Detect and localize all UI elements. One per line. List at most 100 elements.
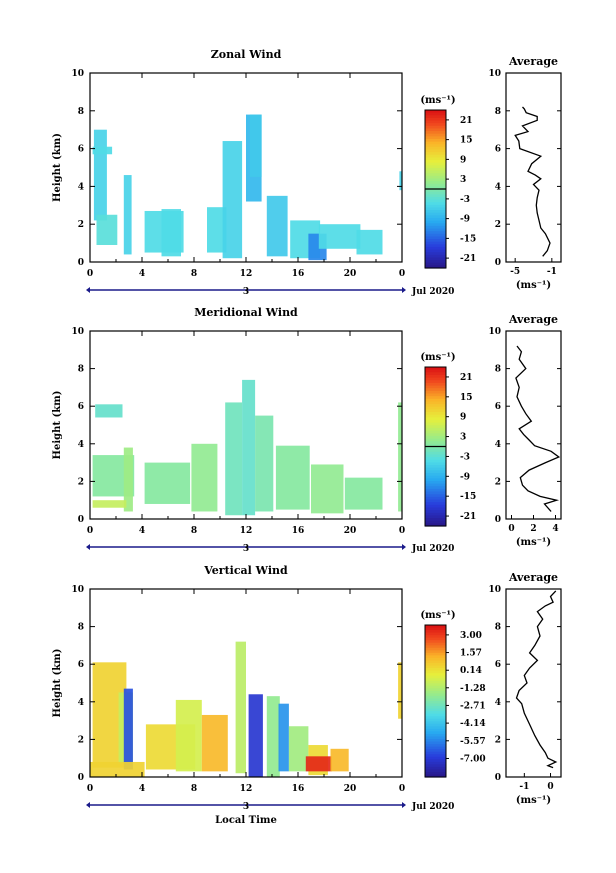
colorbar-segment	[425, 374, 446, 379]
colorbar-segment	[425, 390, 446, 395]
colorbar-segment	[425, 713, 446, 717]
day-line-start	[86, 544, 90, 550]
day-marker: 3	[243, 802, 249, 812]
colorbar-segment	[425, 217, 446, 222]
colorbar-segment	[425, 175, 446, 180]
x-tick-label: 12	[240, 526, 253, 536]
colorbar-segment	[425, 120, 446, 124]
colorbar-segment	[425, 117, 446, 122]
colorbar-tick-label: 1.57	[460, 649, 482, 659]
average-y-tick-label: 0	[495, 258, 501, 268]
colorbar-segment	[425, 473, 446, 477]
colorbar-segment	[425, 215, 446, 219]
day-line-end	[402, 544, 406, 550]
colorbar-segment	[425, 414, 446, 418]
colorbar-tick-label: -3	[460, 195, 470, 205]
colorbar-segment	[425, 420, 446, 424]
colorbar-segment	[425, 128, 446, 132]
average-profile-line	[515, 345, 561, 512]
colorbar-segment	[425, 412, 446, 416]
heatmap-cell	[144, 462, 191, 504]
panel-title: Vertical Wind	[203, 564, 288, 577]
x-tick-label: 20	[344, 784, 357, 794]
colorbar-segment	[425, 507, 446, 511]
y-tick-label: 2	[78, 477, 84, 487]
colorbar-tick-label: 0.14	[460, 666, 482, 676]
colorbar-segment	[425, 239, 446, 243]
colorbar-segment	[425, 510, 446, 514]
colorbar-segment	[425, 223, 446, 227]
heatmap-cell	[95, 404, 123, 418]
day-marker: 3	[243, 544, 249, 554]
colorbar-tick-label: -9	[460, 472, 470, 482]
colorbar-tick-label: 15	[460, 393, 473, 403]
average-y-tick-label: 6	[495, 145, 501, 155]
x-tick-label: 0	[399, 526, 405, 536]
colorbar-segment	[425, 372, 446, 376]
colorbar-segment	[425, 744, 446, 748]
colorbar-segment	[425, 630, 446, 634]
average-profile-line	[514, 106, 551, 257]
x-tick-label: 0	[87, 269, 93, 279]
heatmap-cell	[266, 195, 288, 257]
colorbar-segment	[425, 146, 446, 151]
colorbar-segment	[425, 499, 446, 503]
average-y-tick-label: 10	[488, 585, 501, 595]
colorbar-segment	[425, 749, 446, 753]
colorbar-segment	[425, 207, 446, 211]
colorbar-segment	[425, 441, 446, 445]
colorbar-segment	[425, 380, 446, 384]
colorbar-segment	[425, 406, 446, 410]
average-frame	[505, 72, 562, 263]
panel-title: Zonal Wind	[211, 48, 282, 61]
colorbar-tick-label: 3	[460, 175, 466, 185]
y-axis-label: Height (km)	[52, 649, 63, 718]
average-frame	[505, 588, 562, 778]
heatmap-cell	[123, 688, 133, 770]
colorbar-segment	[425, 647, 446, 651]
x-tick-label: 20	[344, 526, 357, 536]
heatmap-cell	[222, 141, 243, 259]
average-x-tick-label: 4	[552, 524, 558, 534]
y-tick-label: 8	[78, 623, 84, 633]
colorbar-segment	[425, 736, 446, 740]
colorbar-segment	[425, 433, 446, 437]
colorbar-segment	[425, 401, 446, 405]
heatmap-cell	[344, 477, 383, 510]
colorbar-segment	[425, 632, 446, 636]
colorbar-segment	[425, 488, 446, 493]
colorbar-segment	[425, 446, 446, 450]
average-y-tick-label: 8	[495, 365, 501, 375]
colorbar	[424, 624, 449, 778]
colorbar-segment	[425, 110, 446, 114]
average-y-tick-label: 4	[495, 440, 501, 450]
colorbar-segment	[425, 149, 446, 153]
colorbar-segment	[425, 718, 446, 722]
colorbar-segment	[425, 640, 446, 644]
colorbar-segment	[425, 690, 446, 694]
colorbar-segment	[425, 162, 446, 166]
colorbar-segment	[425, 388, 446, 392]
colorbar-segment	[425, 236, 446, 240]
colorbar	[424, 109, 449, 269]
heatmap-cell	[255, 415, 274, 512]
day-line-end	[402, 287, 406, 293]
x-tick-label: 4	[139, 526, 145, 536]
average-x-label: (ms⁻¹)	[516, 795, 551, 806]
heatmap-cells	[90, 641, 402, 777]
colorbar-tick-label: -7.00	[460, 754, 486, 764]
colorbar-segment	[425, 465, 446, 469]
average-y-tick-label: 4	[495, 182, 501, 192]
colorbar-segment	[425, 377, 446, 381]
average-x-tick-label: 2	[530, 524, 536, 534]
heatmap-cell	[248, 694, 263, 777]
colorbar-segment	[425, 512, 446, 516]
colorbar-segment	[425, 244, 446, 248]
x-tick-label: 4	[139, 784, 145, 794]
colorbar-tick-label: -3	[460, 452, 470, 462]
colorbar-segment	[425, 438, 446, 442]
heatmap-cell	[191, 443, 218, 512]
heatmap-cell	[242, 379, 256, 516]
heatmap-cell	[161, 209, 181, 257]
x-tick-label: 12	[240, 269, 253, 279]
